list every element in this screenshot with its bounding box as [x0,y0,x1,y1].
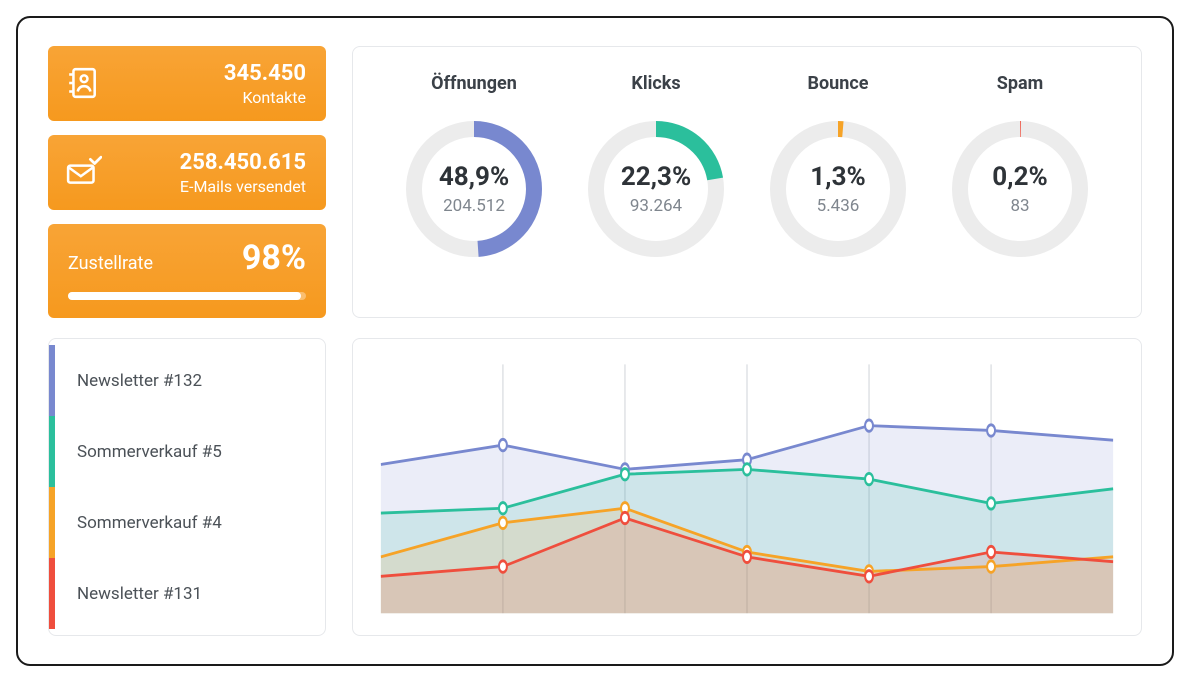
contacts-label: Kontakte [108,88,306,107]
donut-count-bounce: 5.436 [817,196,860,216]
legend-swatch [49,558,55,629]
delivery-label: Zustellrate [68,253,153,274]
legend-item[interactable]: Newsletter #132 [69,345,325,416]
donut-percent-spam: 0,2% [992,162,1047,192]
contacts-value: 345.450 [108,62,306,86]
donut-percent-bounce: 1,3% [810,162,865,192]
donut-percent-opens: 48,9% [439,162,509,192]
donut-clicks[interactable]: Klicks 22,3% 93.264 [571,73,741,264]
dashboard: 345.450 Kontakte 258.450.615 E-Mails ver… [16,16,1174,666]
email-sent-icon [66,155,108,193]
stat-card-emails[interactable]: 258.450.615 E-Mails versendet [48,135,326,210]
legend-list: Newsletter #132Sommerverkauf #5Sommerver… [69,345,325,629]
emails-value: 258.450.615 [108,151,306,175]
legend-item[interactable]: Sommerverkauf #4 [69,487,325,558]
donut-count-clicks: 93.264 [630,196,682,216]
donut-title-opens: Öffnungen [389,73,559,94]
contacts-icon [66,66,108,104]
donut-title-bounce: Bounce [753,73,923,94]
legend-swatch-strip [49,345,55,629]
donut-opens[interactable]: Öffnungen 48,9% 204.512 [389,73,559,264]
legend-swatch [49,487,55,558]
delivery-progress-fill [68,292,301,300]
line-chart [371,353,1123,625]
donut-spam[interactable]: Spam 0,2% 83 [935,73,1105,264]
line-chart-panel [352,338,1142,636]
stat-cards: 345.450 Kontakte 258.450.615 E-Mails ver… [48,46,326,318]
delivery-progress-track [68,292,306,300]
delivery-value: 98% [242,238,306,278]
legend-item[interactable]: Sommerverkauf #5 [69,416,325,487]
stat-card-delivery[interactable]: Zustellrate 98% [48,224,326,318]
donut-count-spam: 83 [1010,196,1029,216]
legend-swatch [49,416,55,487]
donut-title-spam: Spam [935,73,1105,94]
donut-bounce[interactable]: Bounce 1,3% 5.436 [753,73,923,264]
legend-swatch [49,345,55,416]
donut-title-clicks: Klicks [571,73,741,94]
stat-card-contacts[interactable]: 345.450 Kontakte [48,46,326,121]
legend-item[interactable]: Newsletter #131 [69,558,325,629]
donut-count-opens: 204.512 [443,196,505,216]
donut-panel: Öffnungen 48,9% 204.512 Klicks 22,3% 93.… [352,46,1142,318]
donut-percent-clicks: 22,3% [621,162,691,192]
emails-label: E-Mails versendet [108,177,306,196]
legend-panel: Newsletter #132Sommerverkauf #5Sommerver… [48,338,326,636]
